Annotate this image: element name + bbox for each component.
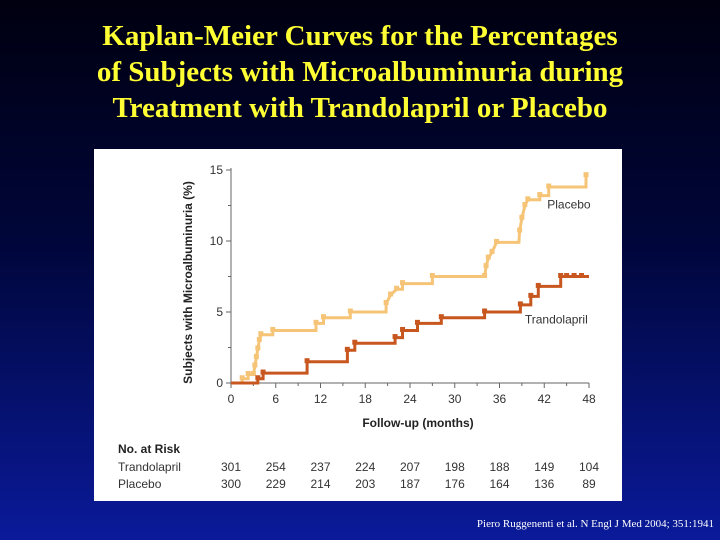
risk-table-cell: 301: [221, 460, 241, 474]
placebo-censor-mark: [388, 291, 394, 297]
placebo-censor-mark: [429, 273, 435, 278]
x-tick-label: 36: [493, 392, 507, 406]
x-tick-label: 30: [448, 392, 462, 406]
trandolapril-censor-mark: [438, 314, 444, 320]
kaplan-meier-chart: 0 5 10 15 0 6 12 18 24 30 36 42 48 Follow-up (months)…: [118, 163, 599, 491]
risk-table-cell: 149: [534, 460, 554, 474]
placebo-series-label: Placebo: [547, 197, 591, 211]
placebo-censor-mark: [383, 299, 389, 305]
risk-table-cell: 164: [489, 477, 509, 491]
placebo-censor-mark: [546, 183, 552, 189]
placebo-censor-mark: [347, 308, 353, 314]
trandolapril-censor-mark: [352, 339, 358, 345]
risk-table-cell: 136: [534, 477, 554, 491]
placebo-censor-mark: [394, 285, 400, 291]
placebo-censor-mark: [485, 254, 491, 260]
risk-table-cell: 187: [400, 477, 420, 491]
risk-table-cell: 224: [355, 460, 375, 474]
risk-table-cell: 198: [445, 460, 465, 474]
placebo-censor-mark: [256, 336, 262, 342]
y-axis-label: Subjects with Microalbuminuria (%): [181, 181, 195, 384]
citation: Piero Ruggenenti et al. N Engl J Med 200…: [476, 518, 714, 530]
risk-table-cell: 300: [221, 477, 241, 491]
trandolapril-censor-mark: [255, 375, 261, 381]
risk-table-cell: 89: [582, 477, 596, 491]
slide-title-line-3: Treatment with Trandolapril or Placebo: [112, 92, 608, 124]
risk-table-row-label: Placebo: [118, 477, 162, 491]
x-tick-label: 6: [272, 392, 279, 406]
x-tick-label: 18: [359, 392, 373, 406]
placebo-censor-mark: [517, 227, 523, 233]
placebo-censor-mark: [250, 370, 256, 376]
x-tick-label: 12: [314, 392, 328, 406]
y-tick-label: 5: [216, 305, 223, 319]
placebo-censor-mark: [320, 314, 326, 320]
x-tick-label: 0: [228, 392, 235, 406]
x-tick-label: 48: [582, 392, 596, 406]
trandolapril-censor-mark: [579, 273, 585, 278]
trandolapril-censor-mark: [392, 334, 398, 340]
trandolapril-censor-mark: [344, 346, 350, 352]
placebo-censor-mark: [258, 331, 264, 337]
trandolapril-censor-mark: [535, 282, 541, 288]
y-tick-label: 15: [210, 163, 224, 177]
placebo-censor-mark: [537, 192, 543, 198]
x-tick-label: 42: [538, 392, 552, 406]
x-tick-label: 24: [403, 392, 417, 406]
placebo-censor-mark: [255, 345, 261, 351]
y-tick-label: 10: [210, 234, 224, 248]
trandolapril-censor-mark: [260, 369, 266, 375]
placebo-censor-mark: [583, 172, 589, 178]
placebo-censor-mark: [245, 370, 251, 376]
placebo-censor-mark: [494, 238, 500, 244]
x-axis-label: Follow-up (months): [362, 416, 473, 430]
risk-table-cell: 203: [355, 477, 375, 491]
risk-table-row-label: Trandolapril: [118, 460, 181, 474]
chart-panel: 0 5 10 15 0 6 12 18 24 30 36 42 48 Follow-up (months)…: [94, 149, 622, 501]
trandolapril-censor-mark: [414, 319, 420, 325]
placebo-censor-mark: [489, 248, 495, 254]
slide-title: Kaplan-Meier Curves for the Percentages …: [0, 18, 720, 126]
trandolapril-censor-mark: [564, 273, 570, 278]
slide-title-line-2: of Subjects with Microalbuminuria during: [96, 56, 624, 88]
risk-table-cell: 254: [266, 460, 286, 474]
placebo-censor-mark: [400, 280, 406, 286]
risk-table-cell: 229: [266, 477, 286, 491]
risk-table-cell: 176: [445, 477, 465, 491]
risk-table-cell: 214: [310, 477, 330, 491]
risk-table-cell: 188: [489, 460, 509, 474]
trandolapril-censor-mark: [528, 292, 534, 298]
risk-table-cell: 237: [310, 460, 330, 474]
placebo-censor-mark: [270, 326, 276, 332]
y-tick-label: 0: [216, 376, 223, 390]
placebo-censor-mark: [253, 353, 259, 359]
risk-table-title: No. at Risk: [118, 442, 180, 456]
placebo-censor-mark: [239, 375, 245, 381]
placebo-censor-mark: [252, 362, 258, 368]
placebo-censor-mark: [482, 273, 488, 278]
placebo-censor-mark: [313, 319, 319, 325]
trandolapril-censor-mark: [517, 301, 523, 307]
placebo-censor-mark: [519, 214, 525, 220]
trandolapril-censor-mark: [571, 273, 577, 278]
placebo-censor-mark: [522, 202, 528, 207]
risk-table-cell: 104: [579, 460, 599, 474]
risk-table-cell: 207: [400, 460, 420, 474]
trandolapril-censor-mark: [558, 273, 564, 278]
placebo-curve: [231, 174, 588, 385]
placebo-censor-mark: [525, 196, 531, 202]
slide-title-line-1: Kaplan-Meier Curves for the Percentages: [102, 20, 618, 52]
trandolapril-censor-mark: [482, 308, 488, 314]
trandolapril-series-label: Trandolapril: [525, 312, 588, 326]
placebo-censor-mark: [483, 263, 489, 269]
trandolapril-censor-mark: [304, 358, 310, 364]
trandolapril-censor-mark: [400, 326, 406, 332]
